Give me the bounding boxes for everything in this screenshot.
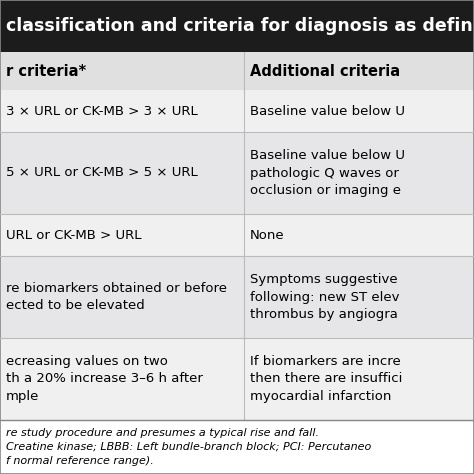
Text: f normal reference range).: f normal reference range).	[6, 456, 154, 466]
Text: Creatine kinase; LBBB: Left bundle-branch block; PCI: Percutaneo: Creatine kinase; LBBB: Left bundle-branc…	[6, 442, 371, 452]
Text: following: new ST elev: following: new ST elev	[250, 291, 400, 303]
Text: 5 × URL or CK-MB > 5 × URL: 5 × URL or CK-MB > 5 × URL	[6, 166, 198, 180]
Text: pathologic Q waves or: pathologic Q waves or	[250, 166, 399, 180]
Text: ected to be elevated: ected to be elevated	[6, 299, 145, 312]
Text: mple: mple	[6, 390, 39, 403]
Text: r criteria*: r criteria*	[6, 64, 86, 79]
Bar	[0, 338, 474, 420]
Bar	[0, 52, 474, 90]
Text: thrombus by angiogra: thrombus by angiogra	[250, 308, 398, 321]
Text: Baseline value below U: Baseline value below U	[250, 104, 405, 118]
Text: Additional criteria: Additional criteria	[250, 64, 400, 79]
Bar	[0, 90, 474, 132]
Bar	[0, 132, 474, 214]
Text: Symptoms suggestive: Symptoms suggestive	[250, 273, 398, 286]
Text: re biomarkers obtained or before: re biomarkers obtained or before	[6, 282, 227, 295]
Bar	[0, 214, 474, 256]
Text: classification and criteria for diagnosis as defin: classification and criteria for diagnosi…	[6, 17, 473, 35]
Bar	[0, 420, 474, 474]
Bar	[0, 0, 474, 52]
Text: myocardial infarction: myocardial infarction	[250, 390, 392, 403]
Text: 3 × URL or CK-MB > 3 × URL: 3 × URL or CK-MB > 3 × URL	[6, 104, 198, 118]
Text: then there are insuffici: then there are insuffici	[250, 373, 402, 385]
Bar	[0, 256, 474, 338]
Text: re study procedure and presumes a typical rise and fall.: re study procedure and presumes a typica…	[6, 428, 319, 438]
Text: None: None	[250, 228, 285, 241]
Text: If biomarkers are incre: If biomarkers are incre	[250, 355, 401, 368]
Text: occlusion or imaging e: occlusion or imaging e	[250, 184, 401, 197]
Text: th a 20% increase 3–6 h after: th a 20% increase 3–6 h after	[6, 373, 203, 385]
Text: ecreasing values on two: ecreasing values on two	[6, 355, 168, 368]
Text: Baseline value below U: Baseline value below U	[250, 149, 405, 162]
Text: URL or CK-MB > URL: URL or CK-MB > URL	[6, 228, 142, 241]
